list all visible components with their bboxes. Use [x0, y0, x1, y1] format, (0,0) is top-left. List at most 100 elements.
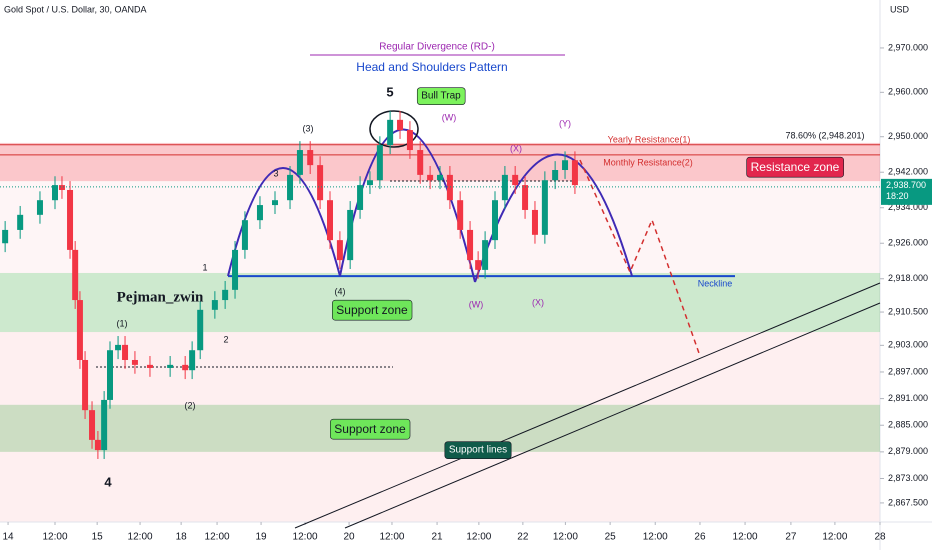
annotation: Support zone — [334, 422, 406, 436]
candle-body — [52, 185, 58, 201]
candle-body — [17, 214, 24, 230]
annotation: (1) — [117, 318, 128, 328]
annotation: Regular Divergence (RD-) — [379, 42, 495, 53]
annotation: Yearly Resistance(1) — [608, 134, 691, 144]
candle-body — [562, 160, 569, 171]
candle-body — [317, 165, 324, 201]
x-tick-label: 12:00 — [42, 532, 67, 543]
annotation: Monthly Resistance(2) — [603, 157, 693, 167]
x-tick-label: 15 — [92, 532, 104, 543]
annotation: (W) — [469, 299, 484, 309]
candle-body — [406, 130, 413, 151]
annotation: 3 — [273, 168, 278, 178]
candle-body — [107, 350, 113, 400]
annotation-group: Pejman_zwin — [117, 289, 204, 305]
y-tick-label: 2,873.000 — [888, 473, 928, 483]
annotation: 1 — [202, 262, 207, 272]
candle-body — [357, 185, 364, 210]
annotation-group: Support lines — [444, 441, 512, 459]
bull-trap-ring — [369, 110, 419, 148]
annotation-group: Neckline — [698, 278, 733, 288]
candle-body — [272, 200, 278, 206]
candle-body — [457, 200, 464, 230]
annotation-group: Support zone — [332, 299, 413, 321]
candle-body — [376, 145, 383, 181]
candle-body — [467, 229, 474, 261]
candle-body — [307, 150, 314, 166]
candle-body — [327, 200, 333, 241]
annotation: 5 — [386, 84, 393, 99]
y-tick-label: 2,867.500 — [888, 497, 928, 507]
candle-body — [501, 174, 508, 201]
candle-body — [76, 300, 83, 360]
y-tick-label: 2,891.000 — [888, 393, 928, 403]
annotation-box — [746, 156, 844, 178]
annotation-group: (3) — [303, 123, 314, 133]
y-tick-label: 2,879.000 — [888, 446, 928, 456]
x-tick-label: 27 — [785, 532, 797, 543]
candle-body — [366, 180, 373, 186]
x-tick-label: 12:00 — [128, 532, 153, 543]
annotation-group: (X) — [532, 297, 544, 307]
y-tick-label: 2,960.000 — [888, 87, 928, 97]
y-tick-label: 2,910.500 — [888, 306, 928, 316]
annotation-group: 3 — [273, 168, 278, 178]
candle-body — [387, 119, 394, 146]
candle-body — [36, 200, 43, 215]
annotation-group: (2) — [185, 400, 196, 410]
x-tick-label: 14 — [3, 532, 15, 543]
candle-body — [347, 209, 354, 261]
y-tick-label: 2,926.000 — [888, 238, 928, 248]
y-tick-label: 2,942.000 — [888, 167, 928, 177]
annotation-group: Bull Trap — [416, 87, 466, 105]
candle-body — [222, 289, 229, 301]
annotation: Head and Shoulders Pattern — [356, 60, 507, 74]
candle-body — [189, 350, 196, 371]
x-tick-label: 19 — [256, 532, 268, 543]
plot-bg — [0, 0, 880, 522]
annotation-group: Yearly Resistance(1) — [608, 134, 691, 144]
x-tick-label: 25 — [605, 532, 617, 543]
x-tick-label: 12:00 — [553, 532, 578, 543]
annotation-group: Regular Divergence (RD-) — [379, 42, 495, 53]
candle-body — [101, 399, 108, 451]
x-tick-label: 26 — [694, 532, 706, 543]
annotation-group: (1) — [117, 318, 128, 328]
y-tick-label: 2,918.000 — [888, 273, 928, 283]
annotation-group: 4 — [104, 474, 112, 489]
x-tick-label: 12:00 — [643, 532, 668, 543]
annotation: (X) — [532, 297, 544, 307]
candle-body — [522, 185, 529, 210]
lower-tint — [0, 332, 880, 522]
annotation: Support zone — [336, 303, 408, 317]
annotation-box — [416, 87, 466, 105]
annotation: (W) — [442, 112, 457, 122]
y-tick-label: 2,950.000 — [888, 131, 928, 141]
candle-body — [67, 189, 74, 250]
candle-body — [296, 150, 303, 175]
annotation: (Y) — [559, 118, 571, 128]
annotation: (4) — [335, 286, 346, 296]
candle-body — [211, 300, 218, 310]
candle-body — [397, 119, 404, 131]
support-line — [294, 282, 881, 529]
support-line — [344, 302, 881, 529]
candle-body — [427, 174, 434, 181]
candle-body — [232, 249, 239, 290]
candle-body — [492, 200, 498, 241]
annotation-group: 1 — [202, 262, 207, 272]
x-tick-label: 22 — [517, 532, 529, 543]
annotation: Resistance zone — [751, 160, 840, 174]
annotation-group: 2 — [223, 334, 228, 344]
annotation: (2) — [185, 400, 196, 410]
x-tick-label: 12:00 — [293, 532, 318, 543]
last-price-box — [881, 178, 932, 205]
mid-tint — [0, 181, 880, 273]
chart-title: Gold Spot / U.S. Dollar, 30, OANDA — [4, 4, 147, 14]
annotation: 78.60% (2,948.201) — [785, 130, 864, 140]
annotation: Neckline — [698, 278, 733, 288]
candle-body — [182, 364, 189, 371]
candle-body — [446, 174, 453, 201]
x-tick-label: 20 — [344, 532, 356, 543]
